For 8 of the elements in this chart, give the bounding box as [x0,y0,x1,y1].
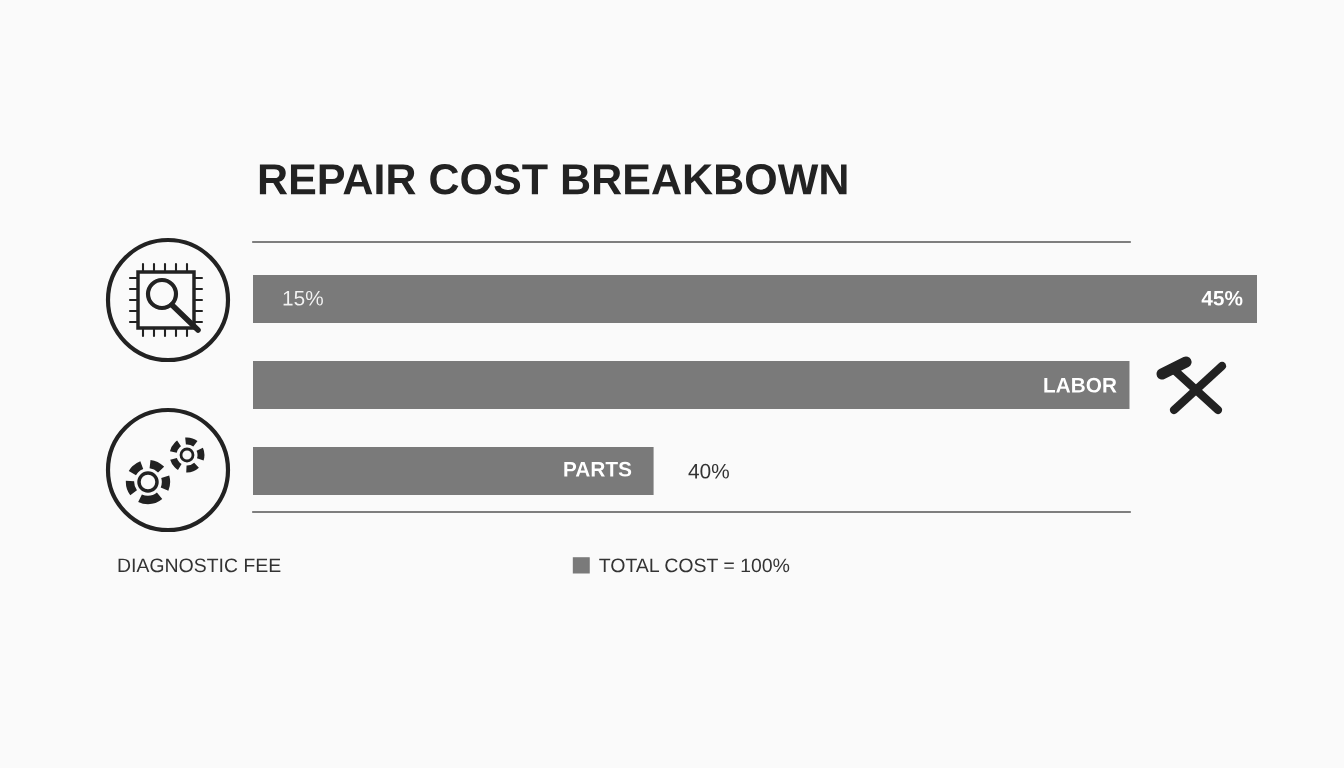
chart-title: REPAIR COST BREAKBOWN [259,164,847,195]
annotation: PARTS [564,461,632,477]
annotation: 15% [283,290,323,306]
annotation: LABOR [1044,377,1117,393]
text: DIAGNOSTIC FEE [118,558,281,573]
annotation: 40% [688,463,729,479]
legend-label: TOTAL COST = 100% [599,558,790,573]
annotation: 45% [1201,290,1243,306]
